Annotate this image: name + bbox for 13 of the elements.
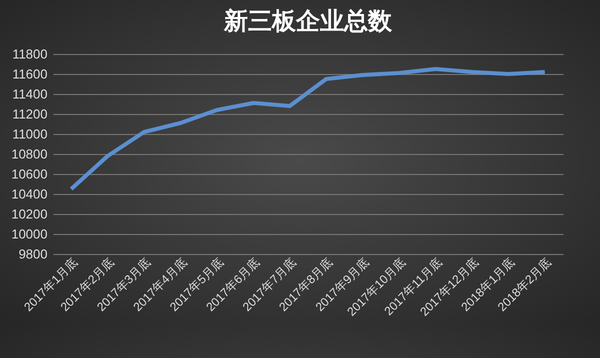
y-tick-label: 9800 xyxy=(18,246,48,262)
y-tick-label: 11200 xyxy=(12,106,48,122)
y-tick-label: 10800 xyxy=(11,146,48,162)
y-tick-label: 10000 xyxy=(11,226,48,242)
line-series xyxy=(69,67,547,191)
y-tick-label: 11400 xyxy=(12,86,48,102)
y-tick-label: 10400 xyxy=(11,186,48,202)
y-tick-label: 10600 xyxy=(11,166,48,182)
y-tick-label: 11800 xyxy=(12,46,48,62)
y-tick-label: 11000 xyxy=(12,126,48,142)
y-tick-label: 10200 xyxy=(11,206,48,222)
y-tick-label: 11600 xyxy=(12,66,48,82)
chart-title: 新三板企业总数 xyxy=(223,7,393,35)
